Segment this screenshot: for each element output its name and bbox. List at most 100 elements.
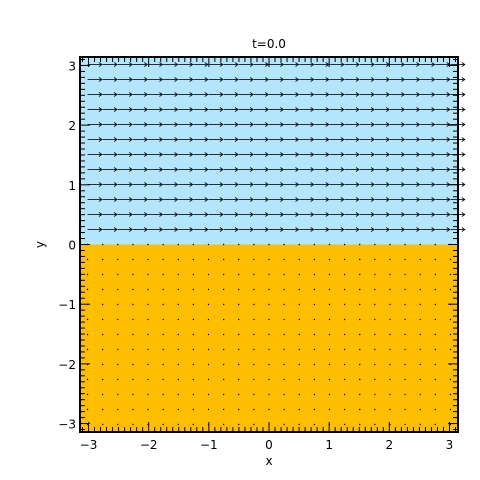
vector-arrow	[193, 92, 209, 97]
vector-arrow	[192, 333, 195, 336]
vector-arrow	[420, 167, 436, 172]
vector-arrow	[117, 107, 133, 112]
vector-arrow	[193, 62, 209, 67]
vector-arrow	[269, 212, 285, 217]
vector-arrow	[405, 212, 421, 217]
vector-arrow	[359, 137, 375, 142]
vector-arrow	[419, 348, 421, 351]
vector-arrow	[389, 378, 391, 381]
vector-arrow	[117, 273, 119, 276]
vector-arrow	[268, 393, 270, 396]
vector-arrow	[314, 77, 330, 82]
vector-arrow	[102, 77, 118, 82]
vector-arrow	[86, 393, 89, 396]
vector-arrow	[238, 182, 254, 187]
vector-arrow	[132, 393, 134, 396]
vector-arrow	[389, 318, 391, 321]
vector-arrow	[177, 273, 179, 276]
vector-arrow	[329, 182, 345, 187]
vector-arrow	[147, 303, 149, 306]
vector-arrow	[374, 393, 376, 396]
vector-arrow	[238, 197, 254, 202]
vector-arrow	[207, 363, 210, 366]
vector-arrow	[343, 393, 346, 396]
vector-arrow	[404, 348, 406, 351]
vector-arrow	[389, 62, 406, 67]
vector-arrow	[102, 152, 118, 157]
vector-arrow	[148, 227, 164, 232]
vector-arrow	[101, 363, 104, 366]
vector-arrow	[208, 152, 224, 157]
axis-ticks	[80, 57, 458, 432]
vector-arrow	[298, 393, 300, 396]
vector-arrow	[298, 348, 300, 351]
vector-arrow	[87, 167, 103, 172]
vector-arrow	[222, 408, 225, 411]
vector-arrow	[389, 122, 406, 127]
vector-arrow	[223, 152, 239, 157]
vector-arrow	[374, 167, 390, 172]
vector-arrow	[177, 288, 179, 291]
vector-arrow	[148, 152, 164, 157]
vector-arrow	[163, 107, 179, 112]
vector-arrow	[314, 122, 330, 127]
vector-arrow	[102, 182, 118, 187]
vector-arrow	[313, 423, 316, 426]
vector-arrow	[328, 408, 331, 411]
vector-arrow	[419, 423, 421, 426]
vector-arrow	[178, 62, 194, 67]
vector-arrow	[192, 378, 195, 381]
vector-arrow	[343, 333, 346, 336]
vector-arrow	[404, 408, 406, 411]
vector-arrow	[313, 258, 316, 261]
vector-arrow	[299, 122, 315, 127]
vector-arrow	[192, 423, 195, 426]
vector-arrow	[87, 152, 103, 157]
vector-arrow	[419, 363, 421, 366]
vector-arrow	[269, 77, 285, 82]
vector-arrow	[434, 408, 437, 411]
vector-arrow	[374, 92, 390, 97]
vector-arrow	[253, 243, 255, 246]
vector-arrow	[193, 77, 209, 82]
vector-arrow	[435, 107, 451, 112]
vector-arrow	[434, 333, 437, 336]
vector-arrow	[208, 197, 224, 202]
vector-arrow	[132, 303, 134, 306]
vector-arrow	[147, 333, 149, 336]
vector-arrow	[299, 107, 315, 112]
vector-arrow	[359, 167, 375, 172]
vector-arrow	[87, 107, 103, 112]
vector-arrow	[177, 363, 179, 366]
vector-arrow	[359, 258, 361, 261]
vector-arrow	[269, 152, 285, 157]
plot-frame	[79, 56, 459, 433]
vector-arrow	[343, 273, 346, 276]
vector-arrow	[238, 137, 254, 142]
vector-arrow	[253, 92, 269, 97]
vector-arrow	[86, 423, 89, 426]
vector-arrow	[238, 273, 240, 276]
vector-arrow	[163, 182, 179, 187]
vector-arrow	[101, 408, 104, 411]
vector-arrow	[419, 378, 421, 381]
vector-arrow	[162, 378, 164, 381]
vector-arrow	[117, 122, 133, 127]
vector-arrow	[253, 182, 269, 187]
vector-arrow	[101, 378, 104, 381]
vector-arrow	[148, 92, 164, 97]
vector-arrow	[117, 77, 133, 82]
vector-arrow	[299, 92, 315, 97]
vector-arrow	[359, 243, 361, 246]
vector-arrow	[359, 122, 375, 127]
vector-arrow	[238, 393, 240, 396]
vector-field	[86, 62, 466, 426]
vector-arrow	[222, 378, 225, 381]
vector-arrow	[148, 182, 164, 187]
vector-arrow	[132, 122, 149, 127]
vector-arrow	[420, 152, 436, 157]
vector-arrow	[101, 318, 104, 321]
vector-arrow	[117, 152, 133, 157]
vector-arrow	[177, 408, 179, 411]
